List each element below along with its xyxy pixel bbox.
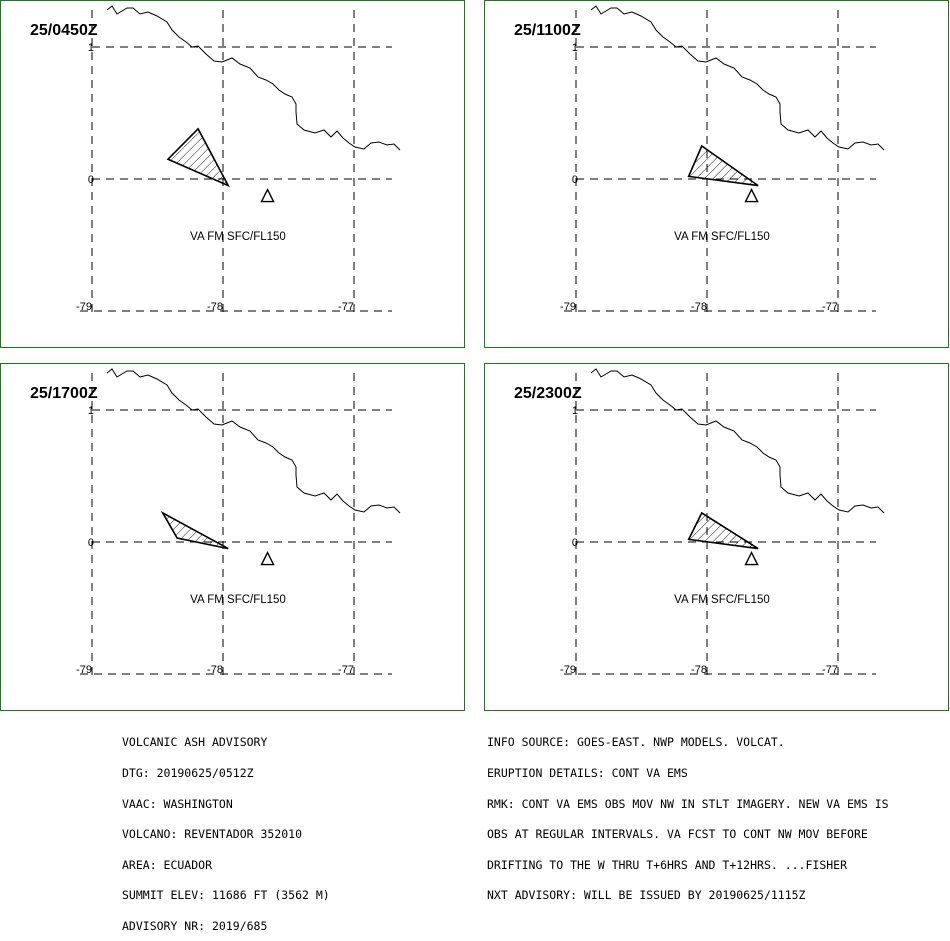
panel-frame xyxy=(484,0,949,348)
panel-time-label: 25/0450Z xyxy=(30,22,98,39)
panel-frame xyxy=(0,363,465,711)
volcano-triangle-icon xyxy=(744,187,759,203)
latitude-tick-label: 1 xyxy=(572,42,578,54)
advisory-area: AREA: ECUADOR xyxy=(122,857,213,872)
map-panel-svg: 25/1100Z VA FM SFC/FL150 1 0 -79 -78 -77 xyxy=(484,0,949,348)
coastline xyxy=(106,5,401,151)
coastline xyxy=(590,368,885,514)
panel-time-label: 25/1700Z xyxy=(30,385,98,402)
longitude-tick-label: -79 xyxy=(76,301,92,313)
ash-cloud-area xyxy=(160,510,229,550)
advisory-info-source: INFO SOURCE: GOES-EAST. NWP MODELS. VOLC… xyxy=(487,735,785,750)
va-level-label: VA FM SFC/FL150 xyxy=(190,231,286,243)
volcano-triangle-icon xyxy=(260,550,275,566)
panel-time-label: 25/2300Z xyxy=(514,385,582,402)
advisory-title: VOLCANIC ASH ADVISORY xyxy=(122,735,268,750)
latitude-tick-label: 0 xyxy=(88,174,94,186)
va-level-label: VA FM SFC/FL150 xyxy=(674,231,770,243)
va-level-label: VA FM SFC/FL150 xyxy=(674,594,770,606)
longitude-tick-label: -79 xyxy=(560,664,576,676)
ash-cloud-area xyxy=(166,127,231,188)
longitude-tick-label: -78 xyxy=(691,301,707,313)
longitude-tick-label: -79 xyxy=(76,664,92,676)
advisory-summit-elev: SUMMIT ELEV: 11686 FT (3562 M) xyxy=(122,888,330,903)
volcano-triangle-icon xyxy=(260,187,275,203)
va-level-label: VA FM SFC/FL150 xyxy=(190,594,286,606)
longitude-tick-label: -78 xyxy=(207,664,223,676)
latitude-tick-label: 1 xyxy=(88,42,94,54)
advisory-volcano: VOLCANO: REVENTADOR 352010 xyxy=(122,827,303,842)
coastline xyxy=(106,368,401,514)
longitude-tick-label: -78 xyxy=(207,301,223,313)
latitude-tick-label: 1 xyxy=(88,405,94,417)
panel-frame xyxy=(484,363,949,711)
longitude-tick-label: -77 xyxy=(338,664,354,676)
latitude-tick-label: 0 xyxy=(88,537,94,549)
longitude-tick-label: -77 xyxy=(338,301,354,313)
advisory-remarks-3: DRIFTING TO THE W THRU T+6HRS AND T+12HR… xyxy=(487,857,848,872)
advisory-next: NXT ADVISORY: WILL BE ISSUED BY 20190625… xyxy=(487,888,806,903)
advisory-right-block: INFO SOURCE: GOES-EAST. NWP MODELS. VOLC… xyxy=(487,717,889,911)
map-panel: 25/2300Z VA FM SFC/FL150 1 0 -79 -78 -77 xyxy=(484,363,949,711)
ash-cloud-area xyxy=(687,144,759,187)
map-panel-svg: 25/1700Z VA FM SFC/FL150 1 0 -79 -78 -77 xyxy=(0,363,465,711)
panel-frame xyxy=(0,0,465,348)
advisory-number: ADVISORY NR: 2019/685 xyxy=(122,918,268,933)
map-panel-svg: 25/2300Z VA FM SFC/FL150 1 0 -79 -78 -77 xyxy=(484,363,949,711)
advisory-vaac: VAAC: WASHINGTON xyxy=(122,796,233,811)
advisory-dtg: DTG: 20190625/0512Z xyxy=(122,766,254,780)
advisory-remarks-2: OBS AT REGULAR INTERVALS. VA FCST TO CON… xyxy=(487,827,868,842)
latitude-tick-label: 0 xyxy=(572,537,578,549)
coastline xyxy=(590,5,885,151)
advisory-eruption-details: ERUPTION DETAILS: CONT VA EMS xyxy=(487,766,688,780)
ash-cloud-area xyxy=(687,511,759,550)
longitude-tick-label: -77 xyxy=(822,301,838,313)
longitude-tick-label: -77 xyxy=(822,664,838,676)
panel-time-label: 25/1100Z xyxy=(514,22,581,39)
longitude-tick-label: -79 xyxy=(560,301,576,313)
longitude-tick-label: -78 xyxy=(691,664,707,676)
latitude-tick-label: 0 xyxy=(572,174,578,186)
advisory-remarks-1: RMK: CONT VA EMS OBS MOV NW IN STLT IMAG… xyxy=(487,796,889,811)
map-panel: 25/0450Z VA FM SFC/FL150 1 0 -79 -78 -77 xyxy=(0,0,465,348)
latitude-tick-label: 1 xyxy=(572,405,578,417)
volcano-triangle-icon xyxy=(744,550,759,566)
map-panel-svg: 25/0450Z VA FM SFC/FL150 1 0 -79 -78 -77 xyxy=(0,0,465,348)
map-panel: 25/1100Z VA FM SFC/FL150 1 0 -79 -78 -77 xyxy=(484,0,949,348)
advisory-left-block: VOLCANIC ASH ADVISORY DTG: 20190625/0512… xyxy=(122,717,330,941)
map-panel: 25/1700Z VA FM SFC/FL150 1 0 -79 -78 -77 xyxy=(0,363,465,711)
